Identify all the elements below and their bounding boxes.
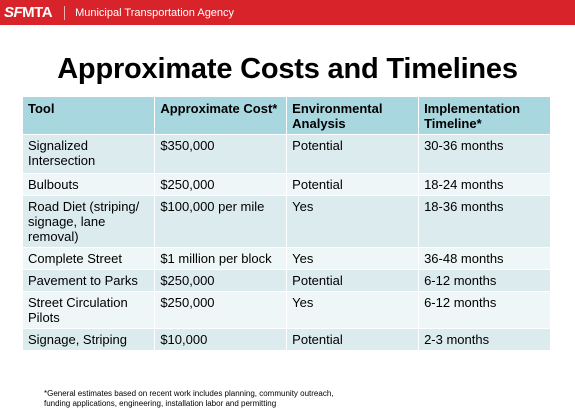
cell-timeline: 18-36 months	[418, 195, 551, 248]
cell-environmental: Yes	[286, 195, 420, 248]
cell-timeline: 18-24 months	[418, 173, 551, 196]
table-row: Signage, Striping $10,000 Potential 2-3 …	[23, 328, 551, 351]
cell-timeline: 30-36 months	[418, 134, 551, 174]
table-row: Bulbouts $250,000 Potential 18-24 months	[23, 173, 551, 196]
cell-timeline: 6-12 months	[418, 291, 551, 329]
cell-timeline: 36-48 months	[418, 247, 551, 270]
cell-environmental: Potential	[286, 173, 420, 196]
cell-timeline: 2-3 months	[418, 328, 551, 351]
footnote-line-1: *General estimates based on recent work …	[44, 389, 334, 398]
cell-tool: Pavement to Parks	[23, 269, 156, 292]
cell-tool: Signage, Striping	[23, 328, 156, 351]
logo-sf: SF	[4, 4, 23, 21]
column-header-environmental: Environmental Analysis	[286, 97, 420, 135]
slide-title: Approximate Costs and Timelines	[57, 53, 518, 85]
sfmta-logo: SF MTA	[4, 4, 53, 21]
cell-cost: $100,000 per mile	[154, 195, 288, 248]
cell-tool: Street Circulation Pilots	[23, 291, 156, 329]
cell-tool: Road Diet (striping/ signage, lane remov…	[23, 195, 156, 248]
cell-tool: Bulbouts	[23, 173, 156, 196]
table-row: Road Diet (striping/ signage, lane remov…	[23, 195, 551, 248]
cell-cost: $250,000	[154, 173, 288, 196]
table-row: Complete Street $1 million per block Yes…	[23, 247, 551, 270]
cell-environmental: Yes	[286, 247, 420, 270]
cell-cost: $1 million per block	[154, 247, 288, 270]
column-header-timeline: Implementation Timeline*	[418, 97, 551, 135]
cell-environmental: Potential	[286, 134, 420, 174]
table-row: Pavement to Parks $250,000 Potential 6-1…	[23, 269, 551, 292]
footnote-line-2: funding applications, engineering, insta…	[44, 399, 277, 408]
agency-name: Municipal Transportation Agency	[75, 6, 235, 19]
cell-tool: Complete Street	[23, 247, 156, 270]
cell-environmental: Yes	[286, 291, 420, 329]
footnote: *General estimates based on recent work …	[44, 389, 334, 409]
table-header-row: Tool Approximate Cost* Environmental Ana…	[23, 97, 551, 135]
logo-mta: MTA	[22, 4, 53, 21]
cell-cost: $350,000	[154, 134, 288, 174]
cell-environmental: Potential	[286, 328, 420, 351]
table-row: Street Circulation Pilots $250,000 Yes 6…	[23, 291, 551, 329]
header-divider	[64, 5, 66, 20]
table-row: Signalized Intersection $350,000 Potenti…	[23, 134, 551, 174]
cell-timeline: 6-12 months	[418, 269, 551, 292]
column-header-cost: Approximate Cost*	[154, 97, 288, 135]
cell-environmental: Potential	[286, 269, 420, 292]
costs-table: Tool Approximate Cost* Environmental Ana…	[23, 97, 551, 351]
cell-tool: Signalized Intersection	[23, 134, 156, 174]
header-banner: SF MTA Municipal Transportation Agency	[0, 0, 575, 25]
cell-cost: $10,000	[154, 328, 288, 351]
cell-cost: $250,000	[154, 291, 288, 329]
cell-cost: $250,000	[154, 269, 288, 292]
column-header-tool: Tool	[23, 97, 156, 135]
